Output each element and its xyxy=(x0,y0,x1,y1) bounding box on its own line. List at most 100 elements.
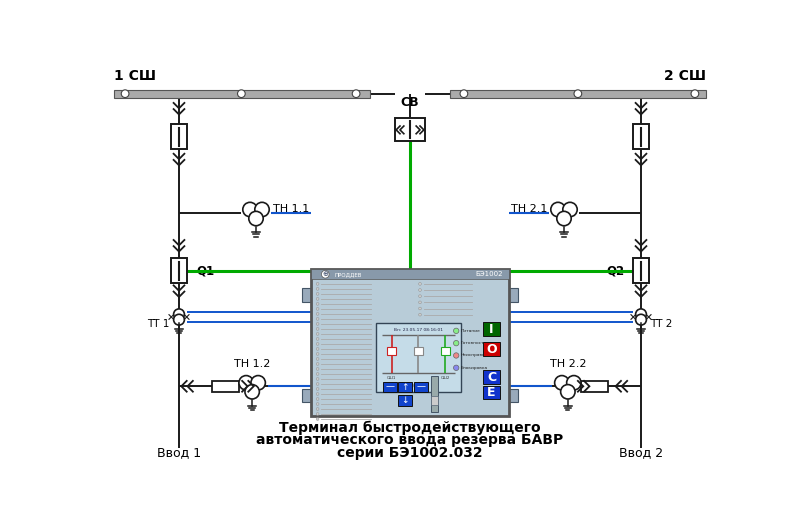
Bar xyxy=(430,376,438,412)
Text: Вн: 23.05.17 08:16:01: Вн: 23.05.17 08:16:01 xyxy=(394,328,443,332)
Circle shape xyxy=(316,328,319,330)
Text: Q1: Q1 xyxy=(196,264,214,277)
Text: Питание: Питание xyxy=(461,329,481,333)
Text: ↓: ↓ xyxy=(402,396,409,405)
Text: E: E xyxy=(487,386,496,399)
Circle shape xyxy=(316,402,319,406)
Circle shape xyxy=(418,295,422,298)
Circle shape xyxy=(316,282,319,285)
Bar xyxy=(582,381,608,391)
Circle shape xyxy=(174,309,184,320)
Circle shape xyxy=(242,202,258,217)
Circle shape xyxy=(316,343,319,345)
Circle shape xyxy=(316,367,319,370)
Bar xyxy=(414,381,428,392)
Text: ↑: ↑ xyxy=(402,383,409,391)
Circle shape xyxy=(316,408,319,410)
Bar xyxy=(170,125,187,149)
Bar xyxy=(483,370,500,384)
Bar xyxy=(383,381,397,392)
Circle shape xyxy=(454,341,459,346)
Circle shape xyxy=(122,90,129,97)
Text: ТН 1.2: ТН 1.2 xyxy=(234,359,270,369)
Circle shape xyxy=(418,307,422,310)
Bar xyxy=(170,258,187,283)
Bar xyxy=(509,389,518,402)
Circle shape xyxy=(454,353,459,358)
Text: ПРОДДЕВ: ПРОДДЕВ xyxy=(334,272,362,277)
Bar xyxy=(376,323,461,392)
Circle shape xyxy=(561,385,575,399)
Circle shape xyxy=(418,301,422,304)
Text: автоматического ввода резерва БАВР: автоматического ввода резерва БАВР xyxy=(256,433,564,447)
Circle shape xyxy=(316,347,319,351)
Circle shape xyxy=(691,90,698,97)
Text: Меню: Меню xyxy=(411,384,426,389)
Circle shape xyxy=(574,90,582,97)
Bar xyxy=(483,322,500,336)
Circle shape xyxy=(174,314,184,325)
Bar xyxy=(450,90,706,97)
Text: ТН 2.1: ТН 2.1 xyxy=(510,204,547,214)
Circle shape xyxy=(322,270,329,278)
Bar xyxy=(395,118,425,141)
Circle shape xyxy=(238,90,246,97)
Circle shape xyxy=(316,302,319,305)
Circle shape xyxy=(316,337,319,340)
Text: 2 СШ: 2 СШ xyxy=(665,69,706,83)
Circle shape xyxy=(316,357,319,361)
Bar xyxy=(302,389,311,402)
Circle shape xyxy=(316,333,319,335)
Bar xyxy=(509,289,518,302)
Bar xyxy=(414,347,423,355)
Text: 1 СШ: 1 СШ xyxy=(114,69,155,83)
Circle shape xyxy=(460,90,468,97)
Circle shape xyxy=(636,309,646,320)
Text: I: I xyxy=(490,323,494,336)
Circle shape xyxy=(254,202,270,217)
Circle shape xyxy=(316,323,319,325)
Circle shape xyxy=(251,376,266,390)
Circle shape xyxy=(636,314,646,325)
Circle shape xyxy=(316,383,319,385)
Text: СШ2: СШ2 xyxy=(441,376,450,380)
Circle shape xyxy=(562,202,578,217)
Text: серии БЭ1002.032: серии БЭ1002.032 xyxy=(337,445,483,460)
Bar xyxy=(398,381,412,392)
Bar xyxy=(633,125,650,149)
Text: —: — xyxy=(386,383,394,391)
Circle shape xyxy=(249,211,263,226)
Text: ⊕: ⊕ xyxy=(322,271,328,277)
Circle shape xyxy=(316,292,319,295)
Text: Готовность: Готовность xyxy=(461,341,487,345)
Bar xyxy=(387,347,396,355)
Bar xyxy=(212,381,238,391)
Text: СШ1: СШ1 xyxy=(387,376,396,380)
Circle shape xyxy=(454,365,459,370)
Circle shape xyxy=(566,376,581,390)
Text: Блокировка: Блокировка xyxy=(461,366,488,370)
Bar xyxy=(441,347,450,355)
Circle shape xyxy=(418,313,422,316)
Circle shape xyxy=(554,376,569,390)
Text: Терминал быстродействующего: Терминал быстродействующего xyxy=(279,421,541,435)
Circle shape xyxy=(316,288,319,290)
Text: ТН 1.1: ТН 1.1 xyxy=(273,204,309,214)
Circle shape xyxy=(316,398,319,400)
Bar xyxy=(483,342,500,356)
Bar xyxy=(311,269,509,279)
Circle shape xyxy=(316,392,319,396)
Text: —: — xyxy=(416,383,426,391)
Text: ТТ 2: ТТ 2 xyxy=(650,319,673,329)
Circle shape xyxy=(316,412,319,416)
Circle shape xyxy=(557,211,571,226)
Circle shape xyxy=(245,385,259,399)
Circle shape xyxy=(352,90,360,97)
Text: C: C xyxy=(487,370,496,384)
Circle shape xyxy=(418,282,422,285)
Bar xyxy=(114,90,370,97)
Text: БЭ1002: БЭ1002 xyxy=(475,271,502,277)
Text: Q2: Q2 xyxy=(606,264,624,277)
Text: Ввод 2: Ввод 2 xyxy=(619,446,663,460)
Circle shape xyxy=(418,289,422,291)
